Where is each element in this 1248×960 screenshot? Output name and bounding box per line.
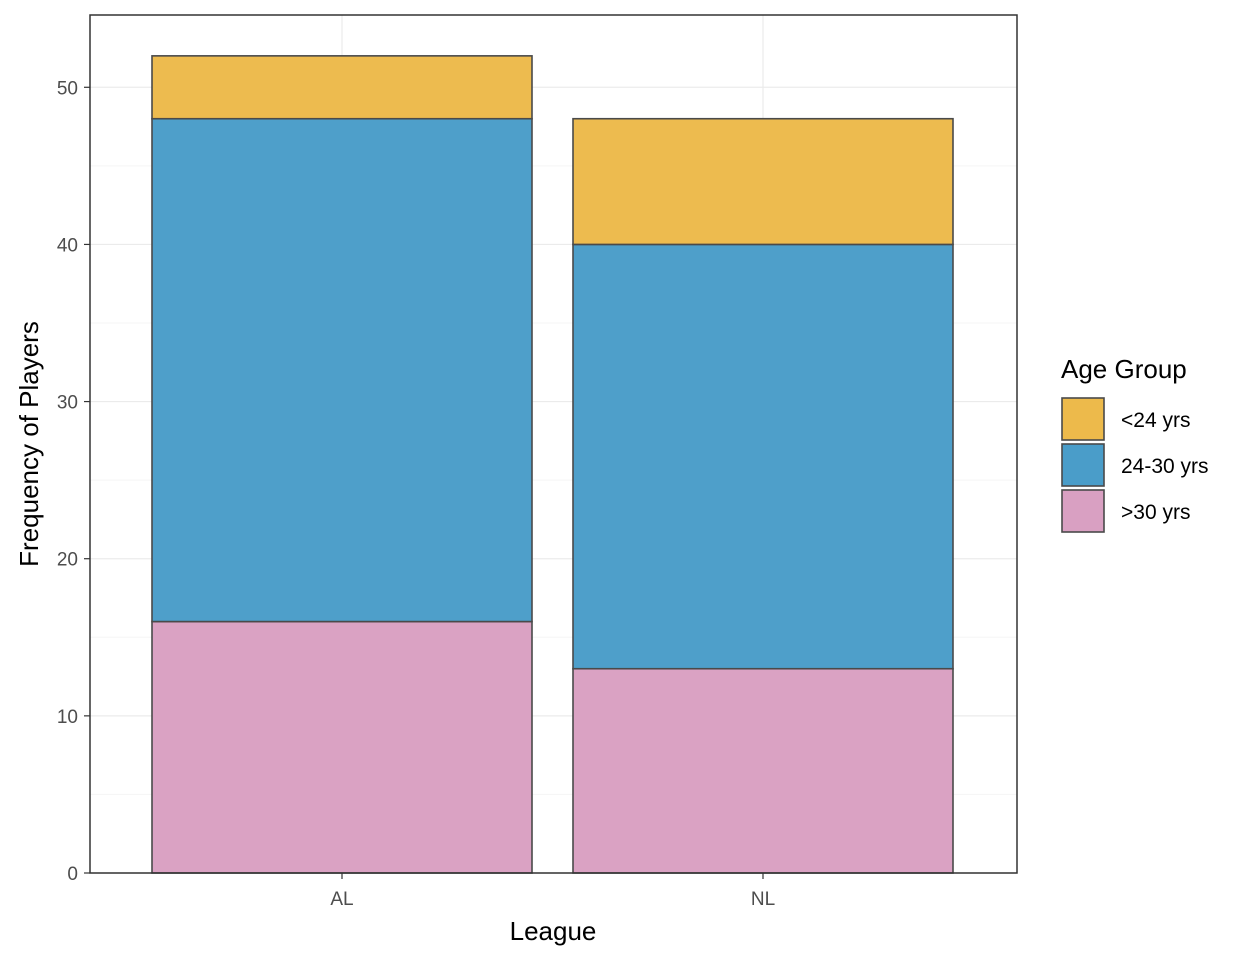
bar-segment-nl-0 (572, 667, 954, 874)
x-tick-label-nl: NL (751, 889, 775, 910)
y-tick-label: 10 (57, 707, 78, 728)
legend-swatch (1061, 397, 1105, 441)
x-axis-title: League (510, 916, 597, 946)
bar-segment-nl-1 (572, 243, 954, 670)
bar-segment-nl-2 (572, 117, 954, 246)
y-tick-label: 40 (57, 235, 78, 256)
bar-segment-al-0 (151, 620, 533, 874)
y-axis-title: Frequency of Players (14, 321, 44, 567)
legend-swatch (1061, 489, 1105, 533)
y-tick-label: 20 (57, 550, 78, 571)
x-axis: AL NL (330, 873, 775, 910)
y-tick-label: 30 (57, 393, 78, 414)
bar-segment-al-2 (151, 55, 533, 120)
x-tick-label-al: AL (330, 889, 353, 910)
legend-items: <24 yrs 24-30 yrs >30 yrs (1061, 397, 1209, 533)
y-axis: 0 10 20 30 40 50 (57, 78, 90, 885)
y-tick-label: 0 (67, 864, 78, 885)
panel-border (89, 14, 1018, 874)
legend-title: Age Group (1061, 354, 1187, 384)
y-tick-label: 50 (57, 78, 78, 99)
bars (151, 55, 954, 874)
legend-swatch (1061, 443, 1105, 487)
legend-label: >30 yrs (1121, 501, 1190, 524)
legend: Age Group <24 yrs 24-30 yrs >30 yrs (1061, 354, 1209, 533)
legend-label: 24-30 yrs (1121, 455, 1209, 478)
bar-segment-al-1 (151, 117, 533, 623)
legend-label: <24 yrs (1121, 409, 1190, 432)
